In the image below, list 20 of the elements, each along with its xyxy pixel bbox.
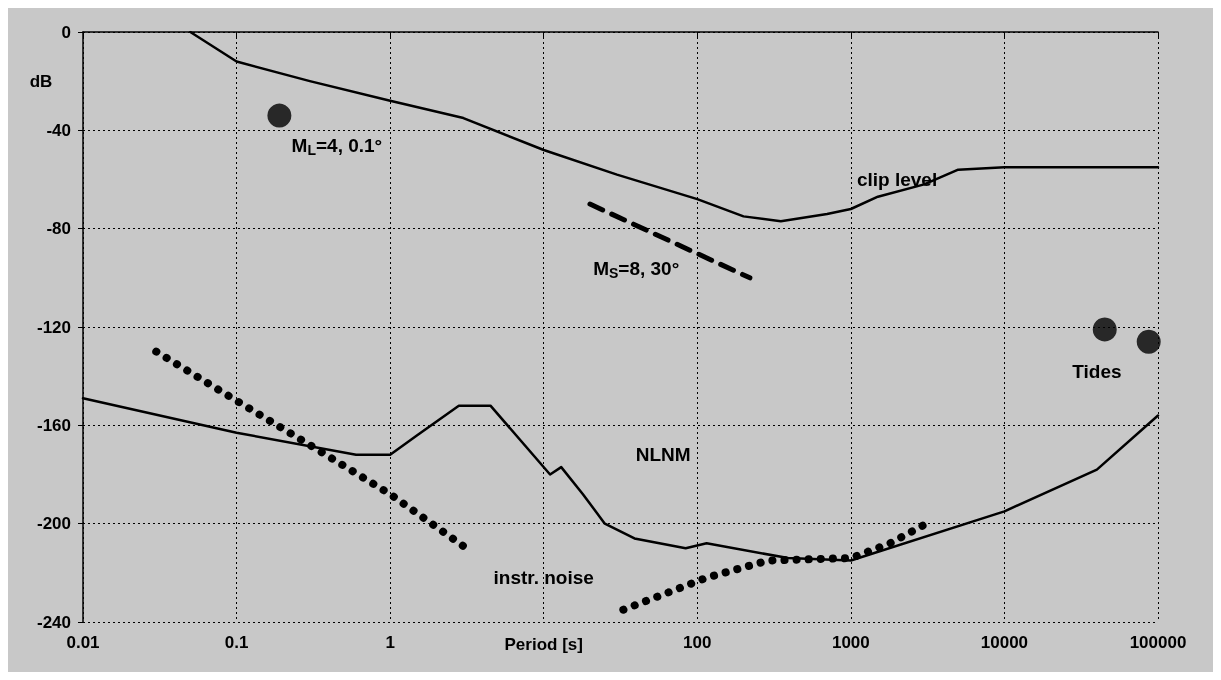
x-tick-label: 0.01	[66, 633, 100, 652]
annotation: instr. noise	[493, 567, 594, 589]
annotation: clip level	[856, 169, 938, 190]
x-tick-label: 0.1	[224, 633, 249, 652]
y-tick-label: -200	[36, 514, 71, 534]
y-tick-label: -40	[46, 120, 71, 140]
y-tick-label: 0	[61, 22, 71, 42]
x-tick-label: 100000	[1129, 633, 1187, 652]
x-tick-label: 100	[683, 633, 712, 652]
y-tick-label: -240	[36, 612, 71, 632]
annotation: NLNM	[635, 444, 691, 466]
y-tick-label: -120	[36, 317, 71, 337]
y-axis-title: dB	[29, 71, 53, 91]
x-tick-label: 1000	[831, 633, 870, 652]
y-tick-label: -160	[36, 415, 71, 435]
x-tick-label: 1	[385, 633, 395, 652]
y-tick-label: -80	[46, 219, 71, 239]
x-axis-title: Period [s]	[504, 634, 583, 654]
x-tick-label: 10000	[980, 633, 1029, 652]
annotation: Tides	[1072, 360, 1122, 382]
